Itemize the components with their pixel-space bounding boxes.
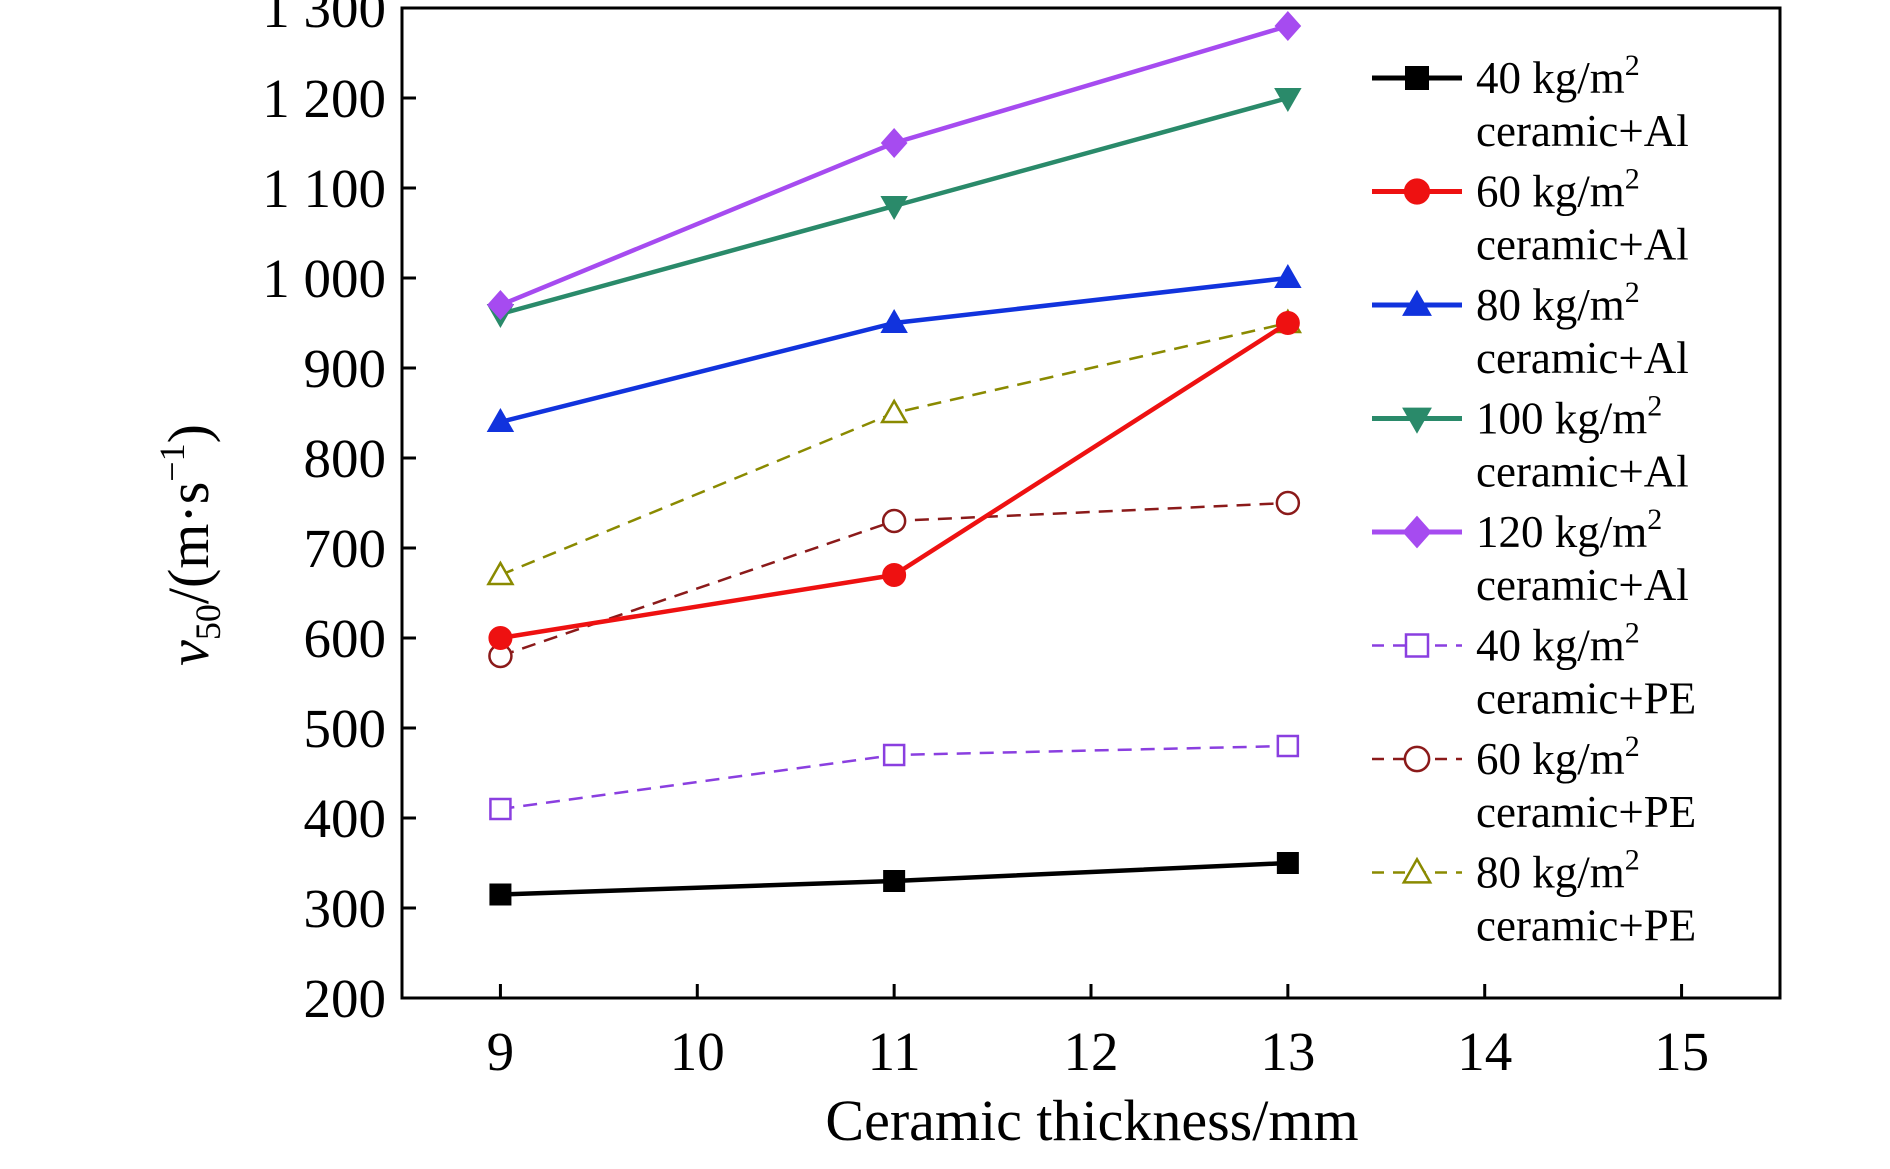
legend-label: ceramic+PE — [1476, 787, 1696, 837]
series-1 — [489, 852, 1299, 906]
data-point — [1274, 263, 1302, 288]
y-axis-title-unit-sup: −1 — [152, 443, 192, 481]
data-point — [486, 560, 515, 586]
data-point — [882, 743, 906, 767]
legend-label: 60 kg/m2 — [1476, 163, 1640, 217]
data-point — [489, 797, 512, 821]
axes-layer: 9 10 11 12 13 14 15 200 300 400 500 600 700 800 900 1 0… — [262, 0, 1709, 1082]
legend-swatch-marker — [1402, 515, 1432, 549]
data-point — [881, 508, 907, 534]
data-point — [882, 563, 907, 587]
y-tick-label: 800 — [304, 428, 387, 489]
legend-label: ceramic+PE — [1476, 674, 1696, 724]
data-point — [1275, 490, 1301, 516]
data-point — [487, 289, 514, 321]
y-tick-label: 700 — [304, 518, 387, 579]
legend-label: 120 kg/m2 — [1476, 503, 1662, 557]
legend-swatch-marker — [1404, 633, 1430, 658]
legend-label: 80 kg/m2 — [1476, 844, 1640, 898]
legend-swatch-marker — [1403, 178, 1431, 205]
data-point — [1274, 10, 1302, 42]
legend-label: 100 kg/m2 — [1476, 390, 1662, 444]
data-point — [1276, 734, 1300, 758]
y-tick-label: 900 — [304, 338, 387, 399]
data-point — [488, 626, 513, 650]
legend-label: 80 kg/m2 — [1476, 276, 1640, 330]
x-axis-title: Ceramic thickness/mm — [825, 1088, 1358, 1153]
y-axis-title-unit: /(m·s — [156, 482, 221, 604]
legend-label: ceramic+Al — [1476, 333, 1689, 383]
data-point — [880, 196, 908, 221]
data-point — [489, 883, 512, 906]
data-point — [879, 398, 909, 424]
y-tick-label: 1 000 — [262, 248, 386, 309]
legend-label: 60 kg/m2 — [1476, 730, 1640, 784]
series-5 — [487, 10, 1302, 321]
data-point — [883, 870, 906, 892]
x-tick-label: 14 — [1457, 1021, 1512, 1082]
legend-label: 40 kg/m2 — [1476, 49, 1640, 103]
x-tick-label: 11 — [868, 1021, 921, 1082]
series-line — [499, 23, 1289, 308]
y-tick-label: 400 — [304, 788, 387, 849]
legend-label: ceramic+Al — [1476, 106, 1689, 156]
y-axis-title-unit-close: ) — [156, 424, 221, 443]
legend-label: ceramic+Al — [1476, 220, 1689, 270]
series-line — [499, 321, 1289, 577]
svg-text:v50/(m·s−1): v50/(m·s−1) — [152, 424, 228, 666]
y-tick-label: 1 100 — [262, 158, 386, 219]
data-point — [880, 127, 908, 159]
x-tick-label: 15 — [1654, 1021, 1709, 1082]
y-axis-title-var: v — [156, 640, 221, 666]
legend-swatch-marker — [1402, 407, 1432, 434]
series-8 — [486, 308, 1303, 586]
y-tick-label: 500 — [304, 698, 387, 759]
legend-label: 40 kg/m2 — [1476, 617, 1640, 671]
legend-label: ceramic+Al — [1476, 560, 1689, 610]
legend-label: ceramic+Al — [1476, 447, 1689, 497]
series-line — [500, 321, 1290, 641]
data-point — [1275, 311, 1300, 335]
series-6 — [489, 734, 1300, 821]
x-tick-label: 9 — [487, 1021, 515, 1082]
series-3 — [486, 263, 1302, 432]
series-2 — [488, 311, 1300, 650]
x-tick-label: 13 — [1260, 1021, 1315, 1082]
data-point — [486, 407, 515, 432]
legend-label: ceramic+PE — [1476, 901, 1696, 951]
y-tick-label: 200 — [304, 968, 387, 1029]
y-tick-label: 300 — [304, 878, 387, 939]
legend-swatch-marker — [1403, 745, 1431, 773]
legend-swatch-marker — [1402, 289, 1432, 316]
y-tick-label: 1 300 — [262, 0, 386, 39]
legend-swatch-marker — [1405, 66, 1429, 90]
y-axis-title-sub: 50 — [188, 604, 228, 640]
x-tick-label: 10 — [670, 1021, 725, 1082]
y-axis-title: v50/(m·s−1) — [152, 424, 228, 666]
data-point — [1274, 88, 1302, 113]
data-point — [880, 308, 908, 333]
y-tick-label: 600 — [304, 608, 387, 669]
series-layer — [486, 10, 1303, 906]
data-point — [1276, 852, 1299, 874]
y-tick-label: 1 200 — [262, 68, 386, 129]
legend-swatch-marker — [1401, 856, 1433, 884]
x-tick-label: 12 — [1064, 1021, 1119, 1082]
